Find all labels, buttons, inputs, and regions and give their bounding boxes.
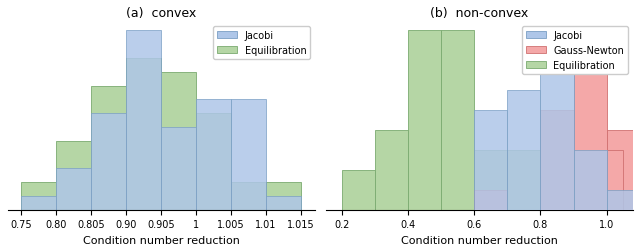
Bar	[56, 169, 92, 210]
Bar	[540, 170, 573, 210]
Bar	[474, 190, 508, 210]
Bar	[92, 114, 126, 210]
Bar	[266, 182, 301, 210]
Bar	[126, 59, 161, 210]
Legend: Jacobi, Equilibration: Jacobi, Equilibration	[213, 27, 310, 60]
Bar	[474, 111, 508, 210]
Bar	[196, 114, 231, 210]
Bar	[196, 100, 231, 210]
Bar	[126, 31, 161, 210]
Bar	[573, 190, 607, 210]
Bar	[508, 150, 540, 210]
Title: (a)  convex: (a) convex	[126, 7, 196, 20]
Bar	[22, 196, 56, 210]
Title: (b)  non-convex: (b) non-convex	[430, 7, 529, 20]
Bar	[161, 128, 196, 210]
Bar	[231, 100, 266, 210]
X-axis label: Condition number reduction: Condition number reduction	[401, 235, 557, 245]
Legend: Jacobi, Gauss-Newton, Equilibration: Jacobi, Gauss-Newton, Equilibration	[522, 27, 628, 75]
Bar	[266, 196, 301, 210]
Bar	[607, 131, 639, 210]
Bar	[231, 182, 266, 210]
Bar	[56, 141, 92, 210]
Bar	[22, 182, 56, 210]
Bar	[573, 51, 607, 210]
Bar	[607, 190, 639, 210]
Bar	[573, 150, 607, 210]
Bar	[540, 111, 573, 210]
Bar	[474, 150, 508, 210]
Bar	[161, 73, 196, 210]
Bar	[342, 170, 375, 210]
Bar	[375, 131, 408, 210]
Bar	[508, 91, 540, 210]
X-axis label: Condition number reduction: Condition number reduction	[83, 235, 240, 245]
Bar	[408, 31, 441, 210]
Bar	[607, 150, 623, 210]
Bar	[92, 86, 126, 210]
Bar	[441, 31, 474, 210]
Bar	[540, 31, 573, 210]
